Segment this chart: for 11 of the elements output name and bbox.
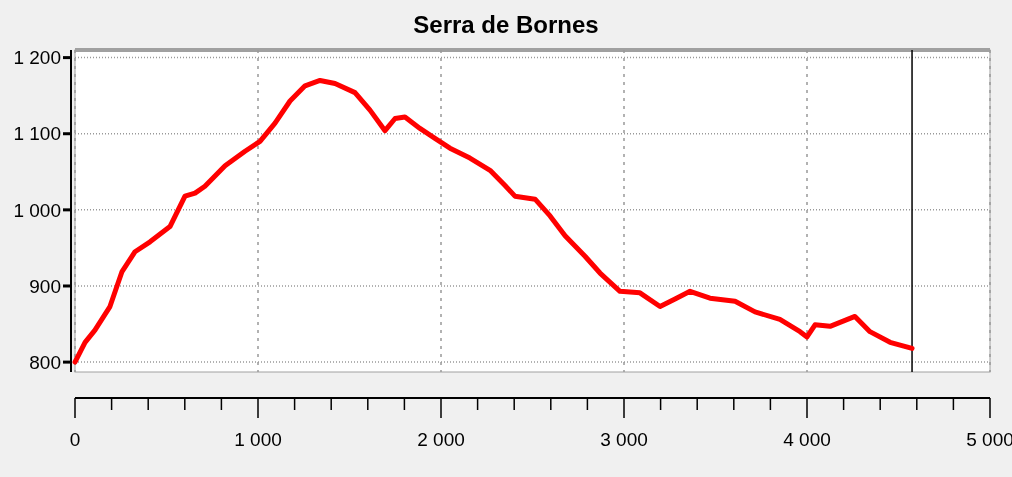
- x-tick-label: 0: [69, 429, 81, 450]
- y-tick-label: 1 000: [13, 199, 61, 221]
- x-tick-label: 4 000: [783, 429, 831, 450]
- x-tick-label: 3 000: [600, 429, 648, 450]
- y-tick-label: 800: [29, 351, 61, 373]
- y-tick-label: 1 100: [13, 123, 61, 145]
- x-tick-label: 2 000: [417, 429, 465, 450]
- chart-title: Serra de Bornes: [413, 11, 599, 38]
- y-tick-label: 900: [29, 275, 61, 297]
- y-tick-label: 1 200: [13, 47, 61, 69]
- x-tick-label: 1 000: [234, 429, 282, 450]
